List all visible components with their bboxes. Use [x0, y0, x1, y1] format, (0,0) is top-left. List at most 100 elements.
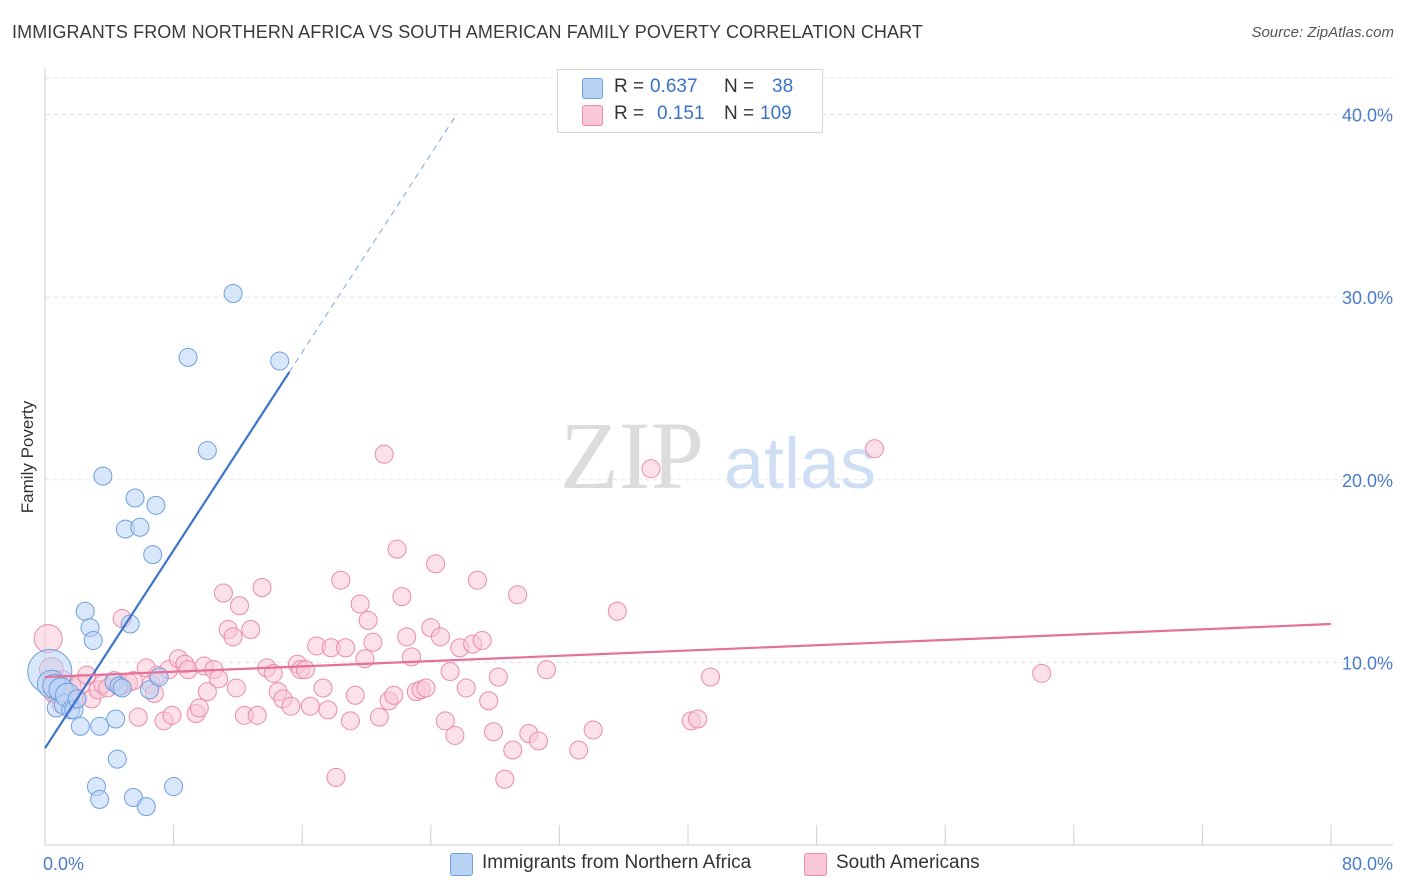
point-northern-africa — [90, 789, 110, 809]
point-northern-africa — [164, 777, 184, 797]
point-northern-africa — [149, 667, 169, 687]
legend-r-value: 0.637 — [650, 76, 698, 97]
point-south-americans — [230, 596, 250, 616]
point-northern-africa — [93, 466, 113, 486]
source-credit: Source: ZipAtlas.com — [1251, 24, 1394, 41]
point-south-americans — [529, 731, 549, 751]
point-south-americans — [508, 585, 528, 605]
x-tick-label: 0.0% — [43, 854, 84, 874]
data-points — [27, 283, 1052, 817]
point-northern-africa — [143, 545, 163, 565]
point-south-americans — [213, 583, 233, 603]
point-south-americans — [369, 707, 389, 727]
point-northern-africa — [197, 441, 217, 461]
point-south-americans — [864, 439, 884, 459]
legend-r-label: R = — [614, 76, 645, 97]
point-south-americans — [483, 722, 503, 742]
point-south-americans — [374, 444, 394, 464]
trend-line-south-americans — [44, 622, 1332, 679]
point-south-americans — [326, 767, 346, 787]
legend-r-value: 0.151 — [657, 103, 705, 124]
point-south-americans — [281, 696, 301, 716]
point-south-americans — [435, 711, 455, 731]
point-south-americans — [241, 620, 261, 640]
point-south-americans — [300, 696, 320, 716]
axes — [44, 68, 1393, 846]
bottom-legend-label: South Americans — [836, 852, 980, 873]
chart-title: IMMIGRANTS FROM NORTHERN AFRICA VS SOUTH… — [12, 22, 923, 42]
point-south-americans — [252, 578, 272, 598]
y-tick-label: 40.0% — [1342, 106, 1393, 126]
point-south-americans — [537, 660, 557, 680]
point-south-americans — [209, 669, 229, 689]
point-south-americans — [226, 678, 246, 698]
point-northern-africa — [106, 709, 126, 729]
point-south-americans — [33, 624, 63, 654]
point-south-americans — [456, 678, 476, 698]
legend-row-northern-africa: R = 0.637 N = 38 — [558, 74, 822, 102]
point-south-americans — [392, 587, 412, 607]
point-northern-africa — [112, 678, 132, 698]
point-south-americans — [1032, 663, 1052, 683]
x-tick-label: 80.0% — [1342, 854, 1393, 874]
legend-r-label: R = — [614, 103, 645, 124]
watermark-atlas: atlas — [724, 424, 876, 504]
point-south-americans — [358, 610, 378, 630]
gridlines — [45, 77, 1393, 663]
point-northern-africa — [123, 788, 143, 808]
point-south-americans — [440, 662, 460, 682]
legend-swatch-blue — [582, 78, 603, 99]
point-south-americans — [345, 685, 365, 705]
tick-labels: 10.0% 20.0% 30.0% 40.0% 0.0% 80.0% — [43, 106, 1393, 874]
point-south-americans — [178, 660, 198, 680]
point-south-americans — [426, 554, 446, 574]
point-northern-africa — [270, 351, 290, 371]
point-south-americans — [336, 638, 356, 658]
point-south-americans — [467, 570, 487, 590]
point-south-americans — [384, 685, 404, 705]
point-south-americans — [340, 711, 360, 731]
y-tick-label: 10.0% — [1342, 653, 1393, 673]
point-south-americans — [197, 682, 217, 702]
point-northern-africa — [90, 716, 110, 736]
point-south-americans — [495, 769, 515, 789]
point-south-americans — [503, 740, 523, 760]
point-south-americans — [189, 698, 209, 718]
point-south-americans — [350, 594, 370, 614]
point-south-americans — [472, 630, 492, 650]
point-northern-africa — [139, 680, 159, 700]
trend-lines — [44, 116, 1332, 749]
point-south-americans — [688, 709, 708, 729]
bottom-legend-label: Immigrants from Northern Africa — [482, 852, 752, 873]
legend-n-label: N = — [724, 76, 755, 97]
point-south-americans — [701, 667, 721, 687]
legend-n-label: N = — [724, 103, 755, 124]
point-south-americans — [313, 678, 333, 698]
point-northern-africa — [146, 495, 166, 515]
point-south-americans — [445, 725, 465, 745]
bottom-legend-swatch-pink — [804, 853, 827, 876]
point-south-americans — [397, 627, 417, 647]
point-northern-africa — [125, 488, 145, 508]
point-south-americans — [318, 700, 338, 720]
legend-row-south-americans: R = 0.151 N = 109 — [558, 101, 822, 129]
point-northern-africa — [70, 716, 90, 736]
point-south-americans — [295, 660, 315, 680]
point-south-americans — [387, 539, 407, 559]
point-south-americans — [247, 705, 267, 725]
trend-line-northern-africa-extension — [288, 116, 456, 373]
point-south-americans — [162, 705, 182, 725]
point-south-americans — [223, 627, 243, 647]
point-south-americans — [569, 740, 589, 760]
y-tick-label: 30.0% — [1342, 288, 1393, 308]
watermark-zip: ZIP — [560, 402, 704, 509]
legend-n-value: 38 — [772, 76, 794, 97]
trend-line-northern-africa — [44, 371, 291, 749]
point-south-americans — [641, 459, 661, 479]
bottom-legend-swatch-blue — [450, 853, 473, 876]
point-northern-africa — [130, 517, 150, 537]
legend-n-value: 109 — [760, 103, 792, 124]
legend-swatch-pink — [582, 105, 603, 126]
point-south-americans — [363, 632, 383, 652]
